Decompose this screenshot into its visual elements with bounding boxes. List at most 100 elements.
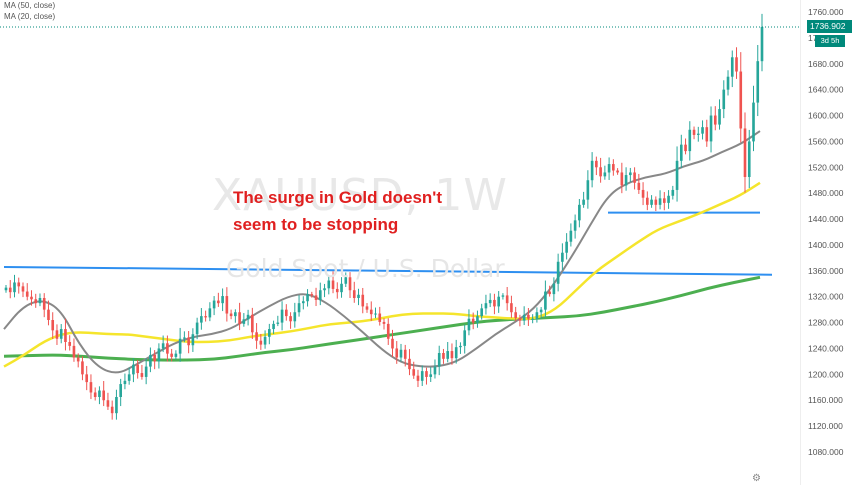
candle-body [446,351,450,359]
candle [238,302,241,331]
candle-body [603,172,607,177]
candle [459,342,462,354]
candle-body [726,76,730,90]
candle [157,343,161,369]
candle [89,374,93,400]
candle-body [132,364,135,375]
candle [200,308,203,330]
candle [314,287,318,307]
candle-body [123,380,127,385]
candle-body [454,347,458,359]
candle-body [157,348,161,362]
candle [510,295,513,318]
candle [47,300,50,326]
candle [13,274,16,298]
candle-body [471,318,475,323]
candle [285,304,288,321]
candle [607,157,611,180]
candle [204,310,207,322]
candle [127,367,131,385]
candles [4,13,764,420]
last-price-label: 1736.902 [807,20,852,34]
candle [667,190,670,209]
candle-body [280,309,284,323]
candle-body [705,127,709,142]
candle [255,323,258,349]
candle-body [378,313,382,322]
candle-body [119,384,122,397]
candle-body [590,160,594,181]
candle [416,369,420,388]
y-tick-label: 1280.000 [808,318,844,328]
candle [327,276,331,295]
candle [429,367,433,382]
candle-body [115,397,118,414]
candle [374,307,377,319]
settings-icon[interactable]: ⚙ [752,473,761,484]
candle [289,312,292,329]
candle-body [374,313,377,315]
y-tick-label: 1200.000 [808,369,844,379]
candle [696,126,700,142]
y-tick-label: 1360.000 [808,266,844,276]
candle [709,106,713,153]
resistance-line [3,265,773,276]
y-tick-label: 1120.000 [808,421,843,431]
candle [654,196,658,212]
legend-ma20[interactable]: MA (20, close) [4,12,56,21]
candle-body [276,322,280,324]
candle [323,283,326,298]
candle-body [675,160,679,190]
candle-body [633,172,636,183]
candle-body [544,291,547,310]
level-lines[interactable] [3,211,773,276]
candle [59,324,63,344]
candle-body [408,358,411,370]
candle-body [497,296,500,307]
candle-body [293,312,297,322]
candle-body [64,329,67,342]
candle [446,342,450,363]
candle [234,309,237,323]
candle-body [480,308,483,317]
candle [132,358,135,383]
candle [412,361,416,379]
candle-body [658,198,662,205]
candle-body [106,400,110,407]
candle [268,323,271,345]
candle [493,293,496,315]
candle [81,356,84,381]
candle-body [476,316,479,323]
y-tick-label: 1160.000 [808,395,843,405]
candle-body [756,61,760,103]
candle-body [412,369,416,376]
y-tick-label: 1640.000 [808,85,844,95]
candle [183,331,186,343]
candle [463,324,467,354]
candle [106,392,110,410]
candle-body [425,371,428,377]
candle [246,309,250,326]
candle-body [654,199,658,205]
candle [85,365,89,391]
legend-ma50[interactable]: MA (50, close) [4,1,56,10]
candle [161,335,165,353]
y-tick-label: 1080.000 [808,447,844,457]
candle-body [395,348,399,358]
candle-body [595,160,598,168]
candle [301,296,305,310]
candle-body [586,180,590,200]
candle [633,167,636,190]
candle-body [246,314,250,320]
candle-body [34,299,38,304]
candle [221,288,224,312]
candle [357,288,360,306]
candle-body [696,133,700,135]
candle [119,378,122,407]
candle-body [251,314,254,333]
candle-body [55,330,59,339]
candle-body [722,89,726,110]
candle [684,138,687,155]
